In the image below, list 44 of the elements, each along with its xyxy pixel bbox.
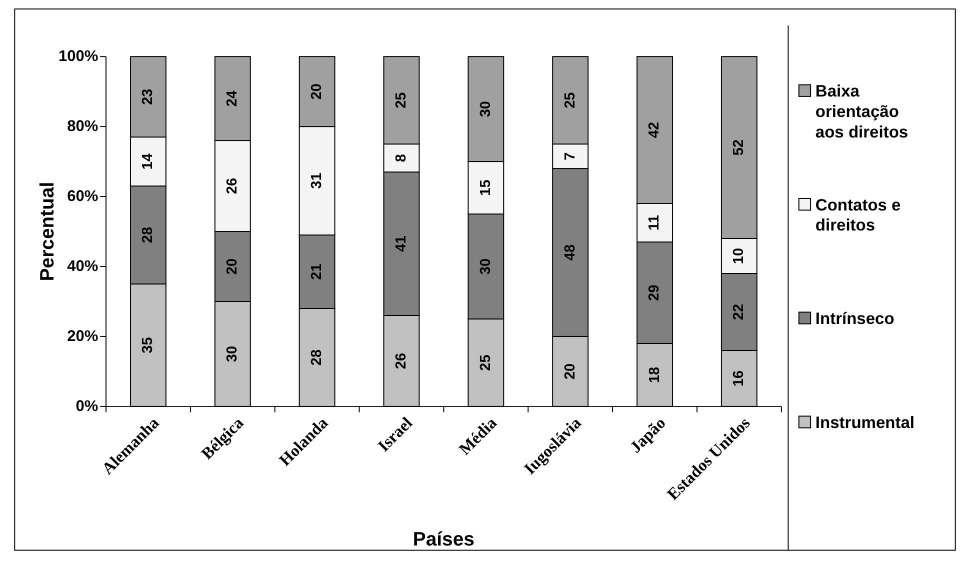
data-label: 30 [224, 346, 241, 362]
data-label: 21 [309, 264, 326, 280]
y-tick-label: 100% [58, 48, 98, 66]
data-label: 26 [393, 352, 410, 370]
data-label: 30 [478, 100, 494, 118]
data-label: 31 [309, 172, 326, 189]
data-label: 30 [478, 258, 494, 275]
data-label: 25 [393, 92, 410, 108]
data-label: 25 [478, 354, 494, 371]
data-label: 35 [140, 337, 156, 354]
data-label: 11 [646, 215, 663, 230]
data-label: 16 [731, 370, 748, 387]
data-label: 28 [309, 349, 326, 366]
data-label: 52 [731, 139, 748, 156]
data-label: 8 [393, 154, 410, 162]
data-label: 25 [562, 92, 578, 108]
data-label: 22 [731, 304, 748, 320]
data-label: 20 [309, 83, 326, 100]
data-label: 26 [224, 178, 241, 194]
data-label: 48 [562, 244, 578, 261]
legend-label: Contatos e direitos [815, 194, 901, 234]
y-tick-label: 0% [76, 398, 98, 415]
data-label: 14 [140, 152, 156, 170]
data-label: 41 [393, 236, 410, 252]
data-label: 23 [140, 88, 156, 105]
y-tick-label: 40% [67, 258, 98, 275]
data-label: 29 [646, 284, 663, 301]
data-label: 20 [224, 258, 241, 275]
x-axis-title: Países [412, 528, 474, 550]
data-label: 24 [224, 90, 241, 107]
data-label: 42 [646, 122, 663, 138]
data-label: 20 [562, 363, 578, 380]
y-tick-label: 20% [67, 328, 98, 345]
data-label: 7 [562, 152, 578, 160]
data-label: 28 [140, 226, 156, 244]
data-label: 18 [646, 366, 663, 384]
data-label: 10 [731, 248, 748, 264]
legend-label: Intrínseco [815, 308, 894, 328]
y-tick-label: 60% [67, 188, 98, 206]
legend-label: Baixa orientação aos direitos [815, 81, 908, 141]
y-tick-label: 80% [67, 118, 98, 136]
data-label: 15 [478, 180, 494, 196]
y-axis-title: Percentual [36, 182, 59, 282]
legend-label: Instrumental [815, 412, 915, 432]
